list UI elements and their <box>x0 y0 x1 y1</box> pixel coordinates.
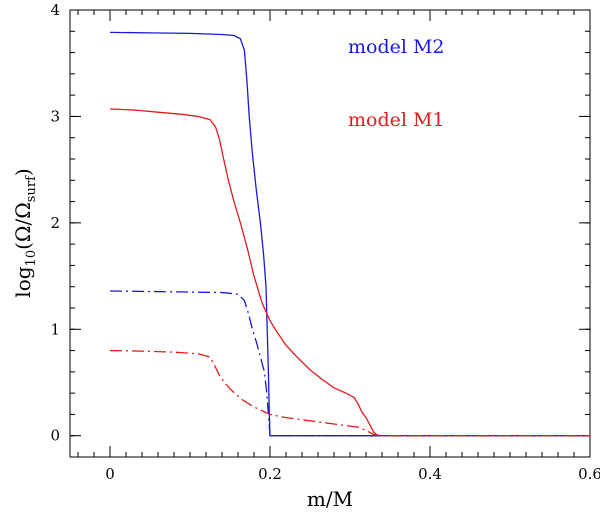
series-line-m1-dashdot <box>109 349 590 437</box>
minor-ticks <box>70 10 590 457</box>
major-ticks <box>70 9 591 457</box>
x-tick-labels: 0 0.2 0.4 0.6 <box>105 465 600 483</box>
series-layer <box>109 31 590 437</box>
plot-frame <box>69 9 591 458</box>
y-tick-label: 3 <box>50 107 60 125</box>
y-label-sub2: surf <box>24 175 39 202</box>
y-tick-labels: 0 1 2 3 4 <box>50 1 60 445</box>
y-label-base: log <box>11 266 35 297</box>
x-tick-label: 0.4 <box>418 465 442 483</box>
x-axis-label: m/M <box>307 487 353 511</box>
y-tick-label: 2 <box>50 214 60 232</box>
x-tick-label: 0.2 <box>258 465 282 483</box>
series-line-m1-solid <box>109 108 590 437</box>
series-line-m2-dashdot <box>109 290 590 437</box>
series-line-m2-solid <box>109 31 590 437</box>
y-label-close: ) <box>11 168 35 176</box>
y-label-sub1: 10 <box>24 250 39 267</box>
y-label-open: (Ω/Ω <box>11 202 35 250</box>
x-tick-label: 0.6 <box>578 465 600 483</box>
x-tick-label: 0 <box>105 465 115 483</box>
y-tick-label: 4 <box>50 1 60 19</box>
y-axis-label: log10(Ω/Ωsurf) <box>11 168 39 297</box>
legend-label-m2: model M2 <box>348 36 445 58</box>
y-tick-label: 0 <box>50 427 60 445</box>
legend-label-m1: model M1 <box>348 109 445 131</box>
y-tick-label: 1 <box>50 320 60 338</box>
